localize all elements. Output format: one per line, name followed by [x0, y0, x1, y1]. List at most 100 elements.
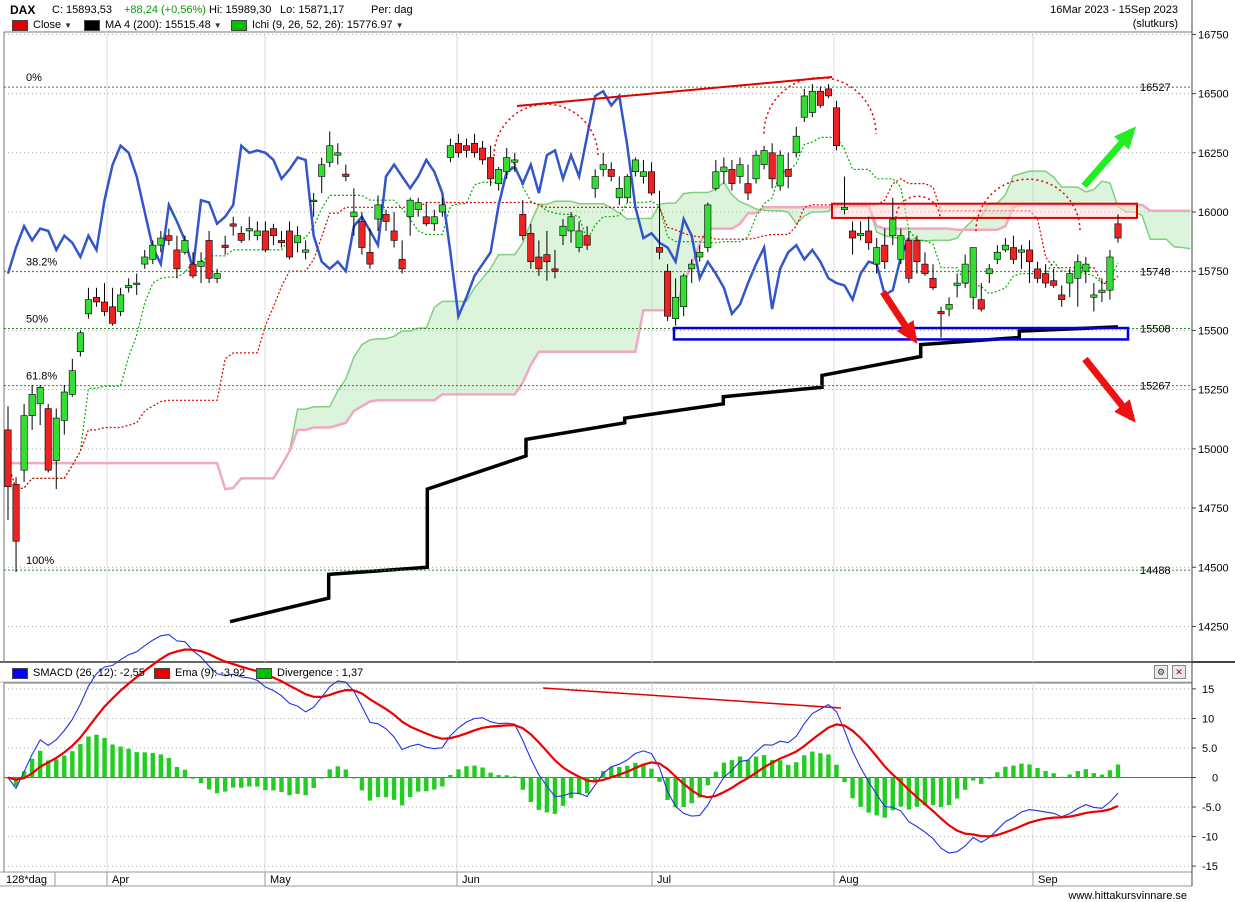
divergence-bar	[29, 758, 35, 778]
candle	[60, 384, 68, 435]
candle-body	[229, 223, 237, 227]
candle-body	[1090, 294, 1098, 298]
candle-body	[607, 169, 615, 177]
candle-body	[277, 240, 285, 244]
candle-body	[969, 247, 977, 298]
divergence-bar	[520, 777, 525, 790]
chevron-down-icon[interactable]: ▼	[395, 20, 404, 30]
divergence-bar	[174, 766, 180, 778]
candle	[326, 131, 334, 167]
divergence-bar	[938, 777, 944, 808]
candle-body	[487, 157, 495, 180]
candle-body	[1001, 244, 1009, 251]
legend-divergence[interactable]: Divergence : 1,37	[256, 667, 363, 679]
candle	[881, 228, 889, 269]
candle-body	[688, 263, 696, 270]
divergence-bar	[198, 777, 204, 784]
candle	[406, 197, 414, 236]
candle	[4, 406, 12, 520]
chevron-down-icon[interactable]: ▼	[64, 20, 73, 30]
candle-body	[728, 169, 736, 184]
candle-body	[68, 370, 76, 395]
candle-body	[60, 391, 68, 421]
candle	[28, 384, 36, 430]
candle-body	[422, 216, 430, 225]
candle-body	[438, 204, 446, 213]
divergence-bar	[633, 762, 638, 778]
candle-body	[334, 152, 342, 156]
candle	[101, 283, 109, 317]
candle-body	[849, 230, 857, 239]
fib-level-value: 15267	[1140, 381, 1171, 393]
legend-ichi[interactable]: Ichi (9, 26, 52, 26): 15776.97 ▼	[231, 19, 404, 31]
divergence-bar	[166, 758, 172, 778]
divergence-bar	[13, 777, 19, 787]
chikou-line	[6, 89, 911, 321]
candle-body	[28, 394, 36, 416]
divergence-bar	[247, 777, 252, 787]
candle	[503, 148, 511, 179]
legend-ma[interactable]: MA 4 (200): 15515.48 ▼	[84, 19, 222, 31]
candle-body	[704, 204, 712, 248]
red-arrow-down-head	[1114, 399, 1136, 423]
divergence-bar	[1099, 774, 1105, 778]
candle	[92, 287, 100, 307]
settings-icon[interactable]: ⚙	[1154, 665, 1168, 679]
month-label: Aug	[839, 874, 859, 886]
candle	[720, 157, 728, 184]
candle-body	[1066, 273, 1074, 284]
candle	[446, 138, 454, 163]
candle	[567, 212, 575, 243]
legend-close[interactable]: Close ▼	[12, 19, 72, 31]
candle	[535, 240, 543, 276]
candle-body	[993, 251, 1001, 260]
candle-body	[865, 230, 873, 244]
divergence-bar	[802, 755, 807, 778]
candle	[639, 159, 647, 184]
candle-body	[414, 202, 422, 210]
candle-body	[52, 417, 60, 461]
divergence-bar	[769, 759, 775, 778]
candle	[792, 126, 800, 158]
candle-body	[503, 157, 511, 173]
candle-body	[985, 268, 993, 274]
candle-body	[310, 199, 318, 202]
month-label: Sep	[1038, 874, 1058, 886]
candle	[849, 221, 857, 255]
divergence-bar	[432, 777, 437, 790]
candle	[294, 226, 302, 253]
candle-body	[1098, 289, 1106, 293]
candle	[52, 408, 60, 490]
divergence-bar	[1059, 776, 1064, 778]
candle-body	[881, 244, 889, 263]
candle	[117, 287, 125, 317]
divergence-bar	[705, 777, 710, 786]
candle	[575, 221, 583, 253]
chevron-down-icon[interactable]: ▼	[213, 20, 222, 30]
legend-ema[interactable]: Ema (9): -3,92	[154, 667, 245, 679]
candle-body	[543, 254, 551, 263]
candle-body	[253, 230, 261, 236]
divergence-bar	[786, 764, 791, 778]
candle-body	[672, 296, 680, 319]
legend-ma-label: MA 4 (200): 15515.48	[105, 19, 211, 31]
candle	[133, 273, 141, 295]
candle-body	[841, 206, 849, 210]
candle	[623, 174, 631, 203]
candle	[358, 212, 366, 255]
candle	[760, 145, 768, 170]
divergence-bar	[488, 772, 493, 778]
candle-body	[945, 304, 953, 310]
candle	[784, 152, 792, 189]
candle	[857, 221, 865, 241]
close-value: C: 15893,53	[52, 4, 112, 16]
legend-smacd[interactable]: SMACD (26, 12): -2,55	[12, 667, 145, 679]
divergence-bar	[528, 777, 534, 803]
divergence-bar	[1115, 764, 1121, 778]
close-icon[interactable]: ✕	[1172, 665, 1186, 679]
divergence-bar	[440, 777, 445, 787]
macd-tick-label: -5.0	[1202, 802, 1221, 814]
candle	[1074, 254, 1082, 307]
price-tick-label: 16750	[1198, 29, 1229, 41]
legend-close-label: Close	[33, 19, 62, 31]
